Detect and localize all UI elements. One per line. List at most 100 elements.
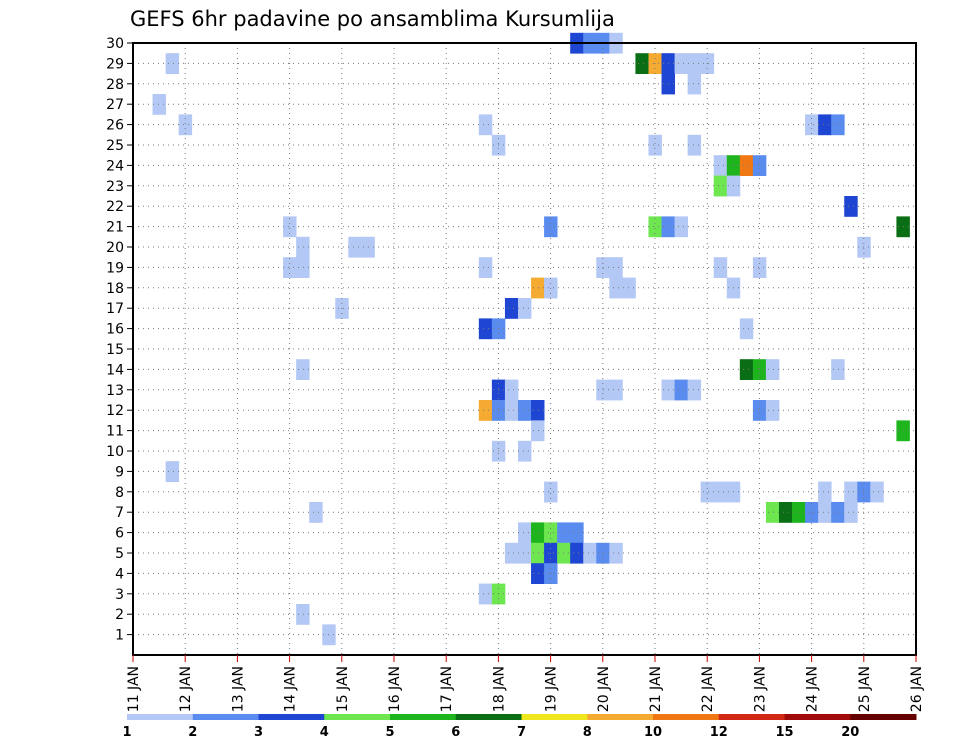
x-tick-label: 21 JAN (648, 666, 664, 712)
colorbar-label: 5 (385, 725, 394, 740)
heat-cell (531, 420, 545, 442)
y-tick-label: 2 (115, 607, 124, 623)
colorbar-label: 20 (841, 725, 859, 740)
heat-cell (165, 461, 180, 482)
y-tick-label: 24 (106, 158, 124, 174)
x-tick-label: 25 JAN (857, 666, 873, 712)
heat-cell (165, 53, 180, 74)
heat-cell (687, 53, 702, 74)
heat-cell (648, 216, 662, 238)
heat-cell (765, 502, 780, 523)
y-tick-label: 27 (106, 97, 124, 113)
heat-cell (478, 318, 493, 340)
heat-cell (831, 502, 845, 523)
heat-cell (283, 216, 297, 238)
colorbar-label: 12 (710, 725, 728, 740)
x-tick-label: 12 JAN (178, 666, 194, 712)
y-tick-label: 20 (106, 240, 124, 256)
colorbar-label: 2 (188, 725, 197, 740)
y-tick-label: 29 (106, 56, 124, 72)
heat-cell (296, 604, 310, 625)
heat-cell (504, 400, 519, 421)
x-tick-label: 20 JAN (596, 666, 612, 712)
heat-cell (844, 502, 858, 523)
heat-cell (752, 400, 767, 421)
grid-lines (133, 43, 916, 655)
heat-cell (583, 542, 597, 564)
x-tick-label: 11 JAN (126, 666, 142, 712)
heat-cell (713, 481, 728, 503)
heat-cell (674, 379, 689, 401)
y-tick-label: 3 (115, 587, 124, 603)
heat-cell (478, 583, 493, 605)
y-tick-label: 13 (106, 383, 124, 399)
colorbar-swatch (127, 714, 194, 720)
heat-cell (831, 114, 845, 136)
heat-cell (283, 257, 297, 278)
heat-cell (478, 114, 493, 136)
colorbar-label: 3 (254, 725, 263, 740)
x-tick-label: 14 JAN (283, 666, 299, 712)
heat-cell (739, 359, 754, 380)
heat-cell (609, 379, 623, 401)
y-axis: 1234567891011121314151617181920212223242… (106, 36, 133, 644)
colorbar-swatch (587, 714, 654, 720)
heat-cell (687, 134, 702, 156)
colorbar: 1 2 3 4 5 6 7 8 10 12 15 20 (122, 714, 917, 740)
heat-cell (296, 359, 310, 380)
y-tick-label: 1 (115, 628, 124, 644)
heat-cell (818, 502, 832, 523)
heat-cell (178, 114, 193, 136)
heat-cell (517, 542, 532, 564)
x-tick-label: 23 JAN (752, 666, 768, 712)
heat-cell (805, 114, 819, 136)
heat-cell (544, 216, 558, 238)
heat-cell (765, 400, 780, 421)
colorbar-label: 8 (583, 725, 592, 740)
heat-cell (765, 359, 780, 380)
heat-cell (348, 236, 362, 258)
chart-title: GEFS 6hr padavine po ansamblima Kursumli… (130, 7, 615, 31)
colorbar-swatch (390, 714, 457, 720)
x-tick-label: 17 JAN (439, 666, 455, 712)
y-tick-label: 18 (106, 281, 124, 297)
heat-cell (870, 481, 884, 503)
data-cells (152, 32, 910, 646)
colorbar-swatch (521, 714, 588, 720)
y-tick-label: 21 (106, 220, 124, 236)
colorbar-swatch (258, 714, 325, 720)
x-tick-label: 22 JAN (700, 666, 716, 712)
heat-cell (635, 53, 649, 74)
colorbar-label: 10 (644, 725, 662, 740)
y-tick-label: 22 (106, 199, 124, 215)
colorbar-label: 4 (320, 725, 329, 740)
x-tick-label: 26 JAN (909, 666, 925, 712)
heat-cell (778, 502, 793, 523)
heat-cell (674, 53, 689, 74)
x-axis: 11 JAN 12 JAN 13 JAN 14 JAN 15 JAN 16 JAN 17 J… (126, 655, 925, 712)
heat-cell (739, 155, 754, 176)
colorbar-label: 15 (775, 725, 793, 740)
heat-cell (805, 502, 819, 523)
heat-cell (504, 542, 519, 564)
y-tick-label: 12 (106, 403, 124, 419)
heat-cell (596, 379, 610, 401)
heat-cell (544, 481, 558, 503)
y-tick-label: 26 (106, 118, 124, 134)
y-tick-label: 19 (106, 260, 124, 276)
y-tick-label: 23 (106, 179, 124, 195)
heat-cell (296, 236, 310, 258)
y-tick-label: 6 (115, 526, 124, 542)
heat-cell (752, 359, 767, 380)
heat-cell (531, 522, 545, 544)
heat-cell (517, 522, 532, 544)
x-tick-label: 13 JAN (230, 666, 246, 712)
y-tick-label: 28 (106, 77, 124, 93)
y-tick-label: 15 (106, 342, 124, 358)
heat-cell (309, 502, 323, 523)
x-tick-label: 16 JAN (387, 666, 403, 712)
heat-cell (478, 257, 493, 278)
heat-cell (687, 379, 702, 401)
